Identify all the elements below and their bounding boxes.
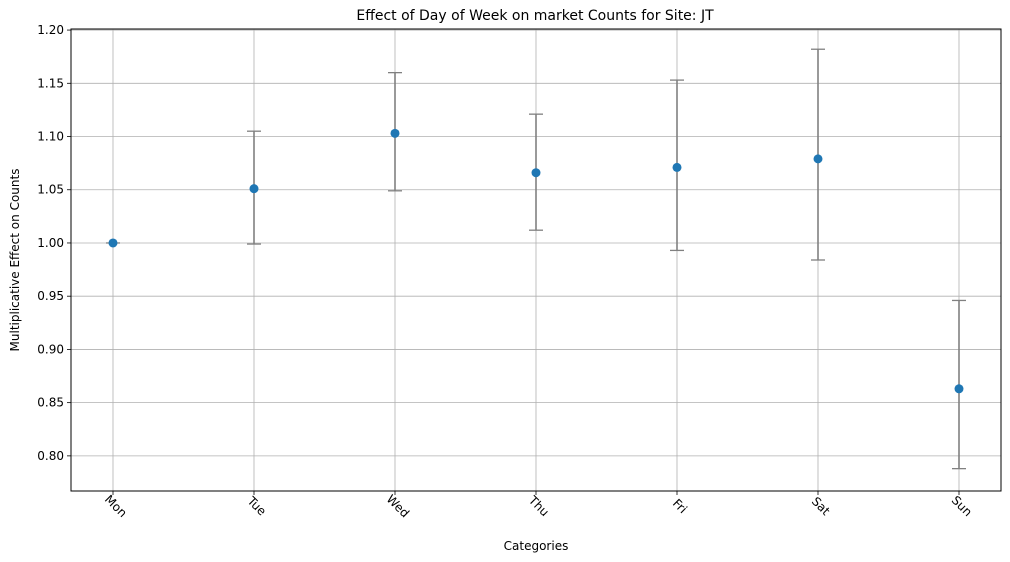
data-point	[108, 238, 118, 248]
x-tick-label: Mon	[102, 492, 130, 520]
y-tick-label: 1.20	[37, 23, 64, 37]
x-axis-label: Categories	[504, 539, 569, 553]
x-tick-label: Wed	[384, 492, 412, 520]
data-points	[108, 128, 964, 394]
y-tick-label: 1.05	[37, 183, 64, 197]
y-axis: 0.80 0.85 0.90 0.95 1.00 1.05 1.10 1.15 1.20	[37, 23, 71, 463]
data-point	[672, 162, 682, 172]
data-point	[531, 168, 541, 178]
x-axis: Mon Tue Wed Thu Fri Sat Sun	[102, 491, 975, 520]
data-point	[390, 128, 400, 138]
x-tick-label: Tue	[244, 493, 269, 518]
y-tick-label: 0.85	[37, 396, 64, 410]
y-tick-label: 0.90	[37, 342, 64, 356]
y-axis-label: Multiplicative Effect on Counts	[8, 169, 22, 352]
x-tick-label: Sat	[809, 494, 833, 518]
data-point	[954, 384, 964, 394]
y-tick-label: 1.10	[37, 130, 64, 144]
x-tick-label: Sun	[949, 493, 975, 519]
grid	[71, 29, 1001, 491]
y-tick-label: 0.80	[37, 449, 64, 463]
x-tick-label: Thu	[525, 493, 552, 520]
data-point	[813, 154, 823, 164]
y-tick-label: 0.95	[37, 289, 64, 303]
x-tick-label: Fri	[670, 496, 690, 516]
chart-title: Effect of Day of Week on market Counts f…	[356, 8, 714, 24]
data-point	[249, 184, 259, 194]
y-tick-label: 1.15	[37, 76, 64, 90]
y-tick-label: 1.00	[37, 236, 64, 250]
